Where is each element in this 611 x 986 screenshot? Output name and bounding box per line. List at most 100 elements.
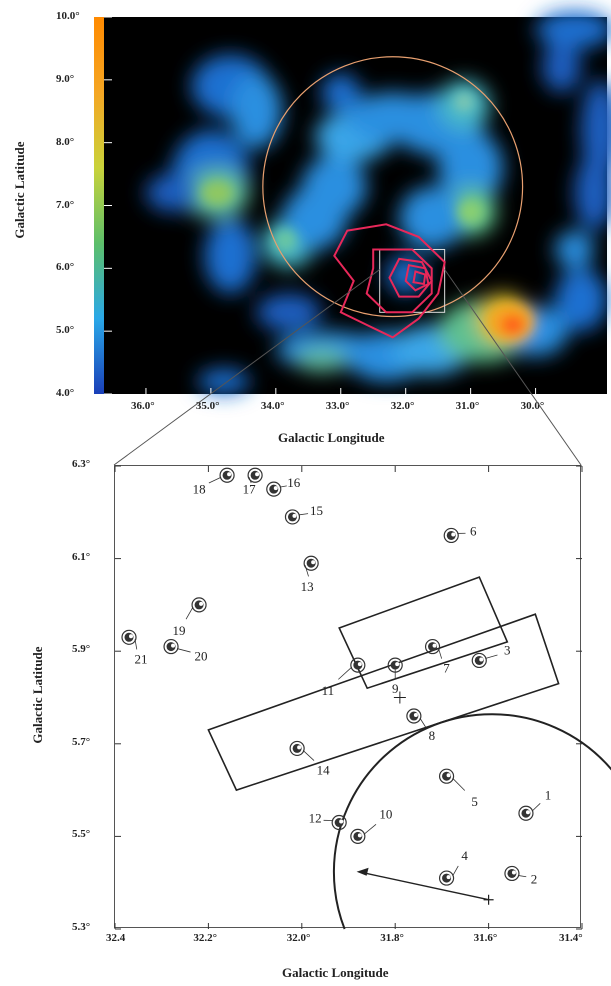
source-marker bbox=[438, 865, 459, 886]
zoom-panel: 1 2 3 4 5 6 7 8 9 10 11 12 13 14 15 16 17 18 19 20 21 bbox=[114, 465, 611, 930]
source-label: 9 bbox=[392, 681, 399, 696]
emission-blob bbox=[535, 10, 611, 49]
arrow-head bbox=[356, 867, 369, 876]
colorbar bbox=[94, 17, 104, 394]
bottom-y-tick-label: 5.5° bbox=[72, 828, 91, 841]
top-y-tick-label: 4.0° bbox=[56, 387, 75, 399]
source-label: 4 bbox=[461, 848, 468, 863]
top-x-tick-label: 34.0° bbox=[260, 400, 285, 412]
emission-blob bbox=[574, 155, 611, 231]
emission-blob bbox=[295, 346, 348, 373]
source-marker bbox=[121, 629, 138, 650]
source-label: 5 bbox=[471, 794, 478, 809]
bottom-x-tick-label: 31.4° bbox=[559, 932, 583, 944]
bottom-x-tick-label: 32.0° bbox=[286, 932, 311, 944]
intensity-contour bbox=[412, 270, 427, 286]
source-label: 10 bbox=[379, 806, 392, 821]
top-y-tick-label: 9.0° bbox=[56, 72, 75, 85]
bottom-y-tick-label: 6.1° bbox=[72, 550, 91, 563]
top-y-tick-label: 6.0° bbox=[56, 261, 75, 274]
source-marker bbox=[406, 708, 426, 728]
source-marker bbox=[323, 814, 347, 831]
top-y-tick-label: 8.0° bbox=[56, 135, 75, 148]
source-marker bbox=[266, 481, 287, 497]
bottom-y-tick-label: 5.3° bbox=[72, 921, 91, 933]
top-x-tick-label: 36.0° bbox=[130, 400, 155, 412]
bottom-x-tick-label: 31.6° bbox=[473, 932, 498, 944]
emission-blob bbox=[256, 293, 322, 332]
source-label: 17 bbox=[243, 481, 257, 496]
heatmap-panel bbox=[94, 10, 611, 395]
bottom-x-tick-label: 32.4 bbox=[106, 932, 126, 944]
source-marker bbox=[438, 768, 466, 791]
source-marker bbox=[289, 740, 315, 761]
top-x-tick-label: 32.0° bbox=[390, 400, 415, 412]
top-y-tick-label: 7.0° bbox=[56, 198, 75, 211]
emission-blob bbox=[555, 230, 595, 269]
source-marker bbox=[518, 803, 541, 821]
emission-blob bbox=[438, 130, 504, 206]
source-marker bbox=[471, 652, 498, 669]
source-label: 19 bbox=[173, 623, 186, 638]
top-x-axis-label: Galactic Longitude bbox=[278, 430, 385, 445]
source-marker bbox=[443, 527, 466, 544]
bottom-y-tick-label: 6.3° bbox=[72, 458, 91, 470]
bottom-y-tick-label: 5.9° bbox=[72, 643, 91, 656]
source-label: 14 bbox=[317, 762, 331, 777]
source-marker bbox=[338, 657, 366, 680]
emission-peak bbox=[201, 180, 234, 206]
intensity-contour bbox=[388, 257, 433, 298]
source-label: 21 bbox=[135, 651, 148, 666]
emission-peak bbox=[457, 199, 484, 225]
top-x-tick-label: 33.0° bbox=[325, 400, 350, 412]
source-label: 16 bbox=[287, 475, 301, 490]
center-cross bbox=[483, 894, 494, 905]
emission-blob bbox=[321, 73, 361, 112]
slit-box bbox=[207, 613, 560, 792]
source-marker bbox=[163, 638, 191, 655]
shell-ring bbox=[262, 56, 524, 318]
radius-arrow bbox=[358, 871, 489, 901]
zoom-connector-right bbox=[444, 269, 582, 466]
emission-blob bbox=[145, 174, 198, 212]
bottom-x-axis-label: Galactic Longitude bbox=[282, 965, 389, 980]
slit-center-cross bbox=[393, 691, 406, 704]
intensity-contour bbox=[404, 264, 430, 292]
emission-blob bbox=[542, 42, 582, 93]
source-label: 12 bbox=[309, 811, 322, 826]
emission-blob bbox=[581, 79, 611, 181]
emission-blob bbox=[204, 218, 257, 294]
source-marker bbox=[284, 509, 309, 525]
source-marker bbox=[424, 638, 443, 659]
top-y-tick-label: 5.0° bbox=[56, 324, 75, 337]
source-label: 6 bbox=[470, 523, 477, 538]
source-marker bbox=[387, 657, 403, 679]
bottom-y-axis-label: Galactic Latitude bbox=[30, 646, 45, 744]
source-label: 2 bbox=[531, 871, 538, 886]
source-marker bbox=[208, 467, 235, 484]
source-marker bbox=[303, 555, 319, 577]
emission-blob bbox=[301, 155, 367, 219]
intensity-contour bbox=[333, 223, 446, 339]
source-marker bbox=[350, 823, 377, 844]
source-label: 3 bbox=[504, 642, 511, 657]
source-label: 20 bbox=[195, 649, 208, 664]
source-label: 18 bbox=[193, 481, 206, 496]
bottom-y-tick-label: 5.7° bbox=[72, 735, 91, 748]
intensity-contour bbox=[365, 248, 433, 314]
source-label: 11 bbox=[322, 683, 335, 698]
emission-peak bbox=[501, 315, 525, 335]
emission-peak bbox=[273, 228, 298, 252]
top-y-tick-label: 10.0° bbox=[56, 10, 80, 22]
source-label: 7 bbox=[443, 661, 450, 676]
top-x-tick-label: 31.0° bbox=[455, 400, 480, 412]
zoom-connector-left bbox=[113, 269, 381, 466]
source-marker bbox=[185, 597, 207, 620]
source-label: 13 bbox=[301, 579, 314, 594]
emission-blob bbox=[399, 186, 465, 250]
emission-blob bbox=[555, 268, 607, 332]
bottom-x-tick-label: 31.8° bbox=[380, 932, 404, 944]
emission-peak bbox=[454, 92, 474, 112]
